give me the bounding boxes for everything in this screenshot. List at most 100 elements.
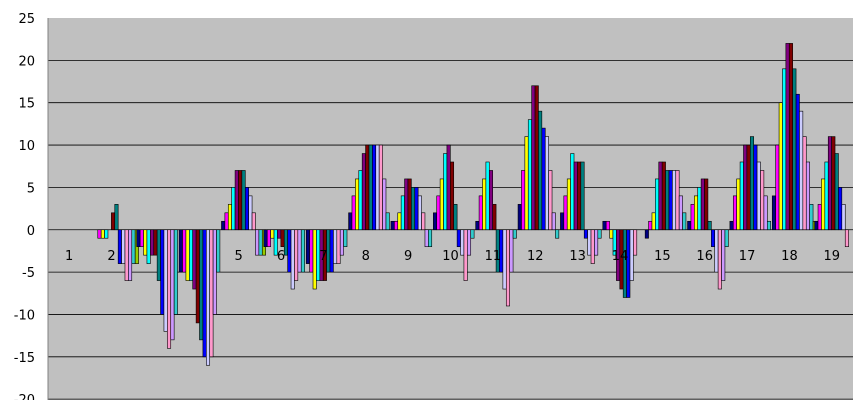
- bar: [658, 161, 663, 231]
- bar: [170, 229, 175, 341]
- bar: [192, 229, 197, 290]
- bar: [678, 195, 683, 231]
- bar: [629, 229, 634, 281]
- x-tick-label: 11: [485, 249, 502, 264]
- bar: [234, 170, 239, 231]
- bar: [453, 204, 458, 231]
- bar: [241, 170, 246, 231]
- bar: [178, 229, 183, 273]
- bar: [428, 229, 433, 247]
- bar: [655, 178, 660, 231]
- bar: [711, 229, 716, 247]
- x-tick-label: 8: [362, 249, 370, 264]
- bar: [527, 119, 532, 231]
- bar: [736, 178, 741, 231]
- bar: [150, 229, 155, 256]
- bar: [573, 161, 578, 231]
- bar: [587, 229, 592, 256]
- bar: [502, 229, 507, 290]
- bar: [411, 187, 416, 231]
- bar: [531, 85, 536, 231]
- x-axis-tick-labels: 1 2 5 6 7 8 9 10 11 12 13 14 15 16 17 18 19: [65, 249, 840, 264]
- bar: [156, 229, 161, 281]
- bar: [277, 229, 282, 239]
- x-tick-label: 7: [319, 249, 327, 264]
- bar: [244, 187, 249, 231]
- bars: [97, 43, 849, 366]
- bar: [721, 229, 726, 281]
- bar: [534, 85, 539, 231]
- bar: [446, 144, 451, 231]
- bar: [524, 136, 529, 231]
- bar: [251, 212, 256, 231]
- bar: [136, 229, 141, 247]
- bar: [475, 220, 480, 231]
- bar: [651, 212, 656, 231]
- bar: [609, 229, 614, 239]
- bar: [605, 220, 610, 231]
- bar: [668, 170, 673, 231]
- bar: [841, 204, 846, 231]
- bar: [509, 229, 514, 273]
- bar: [766, 220, 771, 231]
- bar: [456, 229, 461, 247]
- bar: [294, 229, 299, 281]
- bar: [463, 229, 468, 281]
- bar: [817, 204, 822, 231]
- bar: [814, 220, 819, 231]
- y-tick-label: 5: [27, 181, 35, 196]
- bar: [100, 229, 105, 239]
- bar: [753, 144, 758, 231]
- bar: [273, 229, 278, 256]
- bar: [785, 43, 790, 231]
- y-axis-tick-labels: -20 -15 -10 -5 0 5 10 15 20 25: [14, 12, 35, 400]
- bar: [771, 195, 776, 231]
- bar: [749, 136, 754, 231]
- bar: [555, 229, 560, 239]
- bar: [97, 229, 102, 239]
- bar: [390, 220, 395, 231]
- bar: [329, 229, 334, 273]
- bar: [167, 229, 172, 349]
- bar: [714, 229, 719, 273]
- bar: [597, 229, 602, 239]
- bar: [570, 153, 575, 231]
- bar: [414, 187, 419, 231]
- y-tick-label: -10: [14, 308, 35, 323]
- bar: [336, 229, 341, 264]
- bar: [433, 212, 438, 231]
- bar: [139, 229, 144, 247]
- bar: [560, 212, 565, 231]
- bar: [382, 178, 387, 231]
- y-tick-label: -15: [14, 351, 35, 366]
- bar: [343, 229, 348, 247]
- bar: [580, 161, 585, 231]
- bar: [724, 229, 729, 247]
- bar: [355, 178, 360, 231]
- bar: [707, 220, 712, 231]
- bar: [675, 170, 680, 231]
- bar: [805, 161, 810, 231]
- bar: [775, 144, 780, 231]
- y-tick-label: -20: [14, 393, 35, 400]
- bar: [143, 229, 148, 256]
- x-tick-label: 2: [107, 249, 115, 264]
- bar: [778, 102, 783, 231]
- x-tick-label: 18: [781, 249, 798, 264]
- bar: [146, 229, 151, 264]
- bar: [717, 229, 722, 290]
- bar: [300, 229, 305, 273]
- bar: [583, 229, 588, 239]
- x-tick-label: 6: [277, 249, 285, 264]
- bar: [266, 229, 271, 247]
- bar: [111, 212, 116, 231]
- bar: [672, 170, 677, 231]
- bar: [182, 229, 187, 273]
- bar: [756, 161, 761, 231]
- x-tick-label: 13: [569, 249, 586, 264]
- bar: [521, 170, 526, 231]
- bar: [417, 195, 422, 231]
- bar: [602, 220, 607, 231]
